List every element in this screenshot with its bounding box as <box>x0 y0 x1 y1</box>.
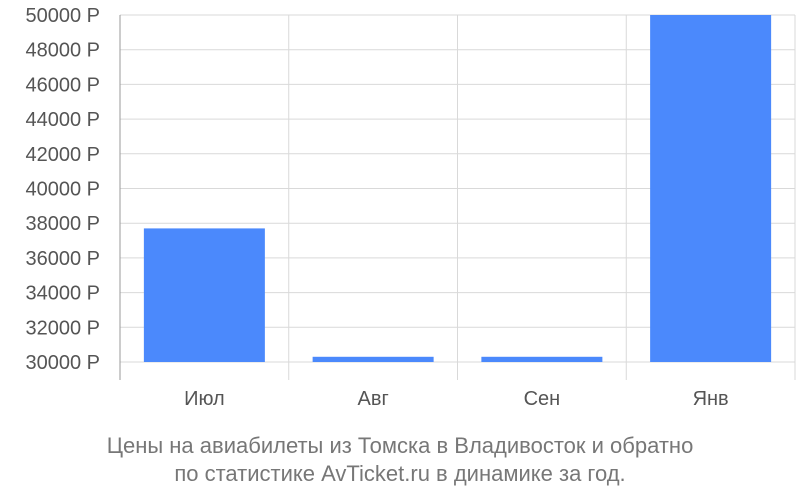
x-tick-label: Сен <box>524 388 561 410</box>
x-tick-label: Авг <box>357 388 388 410</box>
bar-2 <box>312 356 434 362</box>
y-tick-label: 48000 Р <box>25 40 100 62</box>
y-tick-label: 46000 Р <box>25 74 100 96</box>
bar-4 <box>650 15 772 362</box>
x-tick-label: Янв <box>693 388 729 410</box>
chart-caption-line-2: по статистике AvTicket.ru в динамике за … <box>174 461 626 486</box>
y-tick-label: 30000 Р <box>25 352 100 374</box>
y-tick-label: 38000 Р <box>25 213 100 235</box>
y-tick-label: 44000 Р <box>25 109 100 131</box>
y-tick-label: 42000 Р <box>25 144 100 166</box>
y-tick-label: 34000 Р <box>25 283 100 305</box>
chart-caption-line-1: Цены на авиабилеты из Томска в Владивост… <box>106 433 694 458</box>
y-tick-label: 36000 Р <box>25 248 100 270</box>
y-tick-label: 40000 Р <box>25 179 100 201</box>
bar-chart: 30000 Р 32000 Р 34000 Р 36000 Р 38000 Р 40000… <box>25 5 796 410</box>
bar-1 <box>143 228 265 362</box>
y-tick-label: 32000 Р <box>25 317 100 339</box>
x-tick-label: Июл <box>184 388 225 410</box>
y-tick-label: 50000 Р <box>25 5 100 27</box>
bar-3 <box>481 356 603 362</box>
